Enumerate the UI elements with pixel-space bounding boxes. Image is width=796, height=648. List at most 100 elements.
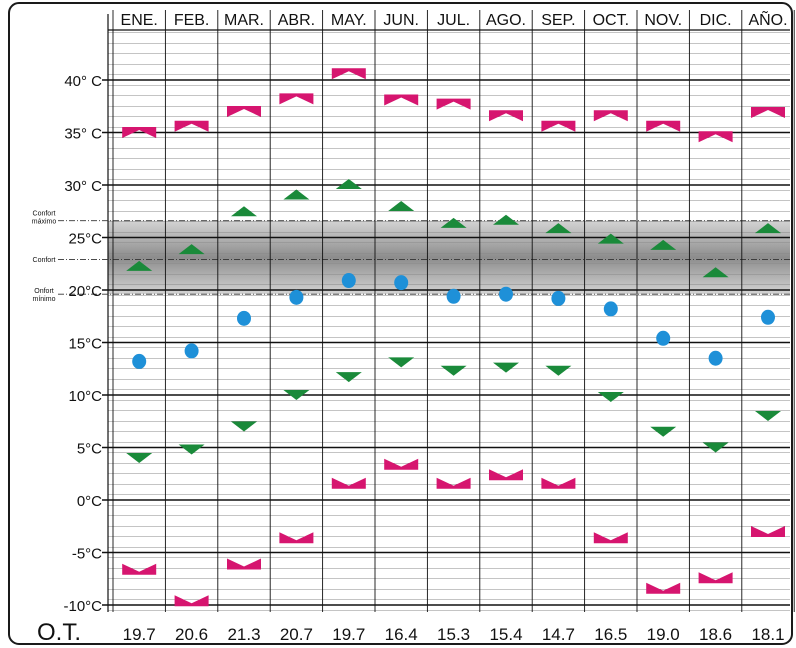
mean_max-marker <box>597 233 624 244</box>
min_absolute-marker <box>384 458 419 470</box>
month-label: SEP. <box>541 12 575 29</box>
y-tick-label: 30° C <box>64 178 102 195</box>
mean_min-marker <box>178 444 205 455</box>
mean_min-marker <box>493 362 519 373</box>
month-label: MAY. <box>331 12 367 29</box>
max_absolute-marker <box>384 94 419 106</box>
ot-value: 14.7 <box>542 625 575 644</box>
max_absolute-marker <box>436 98 471 110</box>
max_absolute-marker <box>174 120 209 132</box>
mean-marker <box>708 350 723 366</box>
min_absolute-marker <box>331 477 366 489</box>
y-tick-label: -10°C <box>63 598 102 615</box>
mean_min-marker <box>440 365 467 376</box>
y-tick-label: 5°C <box>77 441 102 458</box>
ot-value: 16.5 <box>594 625 627 644</box>
max_absolute-marker <box>279 93 314 105</box>
mean_min-marker <box>650 426 677 437</box>
mean_max-marker <box>335 179 362 189</box>
ot-value: 15.4 <box>489 625 522 644</box>
month-label: AGO. <box>486 12 526 29</box>
min_absolute-marker <box>227 558 261 570</box>
comfort-band <box>108 220 790 295</box>
min_absolute-marker <box>751 526 785 537</box>
mean-marker <box>394 275 409 291</box>
max_absolute-marker <box>698 131 733 143</box>
mean_min-marker <box>755 410 781 421</box>
month-label: AÑO. <box>748 9 787 29</box>
month-label: ENE. <box>121 12 158 29</box>
month-label: DIC. <box>700 12 732 29</box>
min_absolute-marker <box>122 563 157 575</box>
max_absolute-marker <box>593 110 628 122</box>
y-axis-labels: 40° C 35° C 30° C 25°C 20°C 15°C 10°C 5°C 0°C -5°… <box>63 73 102 615</box>
ot-row: O.T. 19.7 20.6 21.3 20.7 19.7 16.4 15.3 15.4 14.7… <box>37 619 785 646</box>
ot-value: 21.3 <box>227 625 260 644</box>
mean_min-marker <box>335 372 362 383</box>
comfort-min-label: Onfort mínimo <box>33 288 56 303</box>
max_absolute-marker <box>751 107 785 119</box>
month-label: ABR. <box>278 12 315 29</box>
max_absolute-marker <box>541 120 576 132</box>
min_absolute-marker <box>541 477 576 489</box>
mean-marker <box>761 309 775 325</box>
ot-value: 20.6 <box>175 625 208 644</box>
mean-marker <box>132 353 147 369</box>
ot-value: 15.3 <box>437 625 470 644</box>
month-label: NOV. <box>644 12 682 29</box>
chart-frame <box>8 2 793 645</box>
max_absolute-marker <box>646 120 681 132</box>
mean_max-marker <box>650 239 677 250</box>
ot-value: 19.0 <box>647 625 680 644</box>
min_absolute-marker <box>436 477 471 489</box>
mean_min-marker <box>545 365 572 376</box>
month-labels: ENE. FEB. MAR. ABR. MAY. JUN. JUL. AGO. SEP. OCT.… <box>121 9 788 29</box>
y-tick-label: -5°C <box>72 546 102 563</box>
mean_max-marker <box>493 214 519 225</box>
comfort-lines <box>58 220 790 295</box>
mean_min-marker <box>283 389 310 400</box>
comfort-label: Confort <box>33 257 56 264</box>
max_absolute-marker <box>122 127 157 138</box>
mean_max-marker <box>702 267 729 278</box>
min_absolute-marker <box>489 469 523 481</box>
mean_max-marker <box>440 217 467 228</box>
min_absolute-marker <box>593 532 628 544</box>
month-label: OCT. <box>593 12 629 29</box>
mean-marker <box>446 288 461 304</box>
max_absolute-marker <box>489 110 523 122</box>
y-tick-label: 15°C <box>68 336 102 353</box>
ot-value: 19.7 <box>123 625 156 644</box>
mean-marker <box>551 290 566 306</box>
mean-marker <box>237 310 251 326</box>
comfort-labels: Confort máximo Confort Onfort mínimo <box>32 211 57 304</box>
mean_max-marker <box>126 260 153 271</box>
mean_max-marker <box>231 206 257 217</box>
mean_min-marker <box>702 442 729 453</box>
ot-value: 18.6 <box>699 625 732 644</box>
mean-marker <box>603 301 618 317</box>
mean-marker <box>499 286 513 302</box>
month-dividers <box>112 10 795 612</box>
mean_max-marker <box>545 223 572 234</box>
min_absolute-marker <box>698 572 733 584</box>
month-label: JUL. <box>437 12 470 29</box>
comfort-max-label: Confort máximo <box>32 211 57 226</box>
min_absolute-marker <box>174 595 209 607</box>
month-label: JUN. <box>383 12 419 29</box>
min_absolute-marker <box>646 582 681 594</box>
ot-value: 20.7 <box>280 625 313 644</box>
min_absolute-marker <box>279 532 314 544</box>
y-tick-label: 25°C <box>68 231 102 248</box>
ot-value: 18.1 <box>751 625 784 644</box>
max_absolute-marker <box>331 68 366 80</box>
data-markers <box>122 68 785 607</box>
mean_min-marker <box>126 452 153 463</box>
month-label: MAR. <box>224 12 264 29</box>
mean-marker <box>341 273 356 289</box>
mean-marker <box>289 289 304 305</box>
ot-value: 19.7 <box>332 625 365 644</box>
y-tick-label: 40° C <box>64 73 102 90</box>
y-tick-label: 0°C <box>77 493 102 510</box>
